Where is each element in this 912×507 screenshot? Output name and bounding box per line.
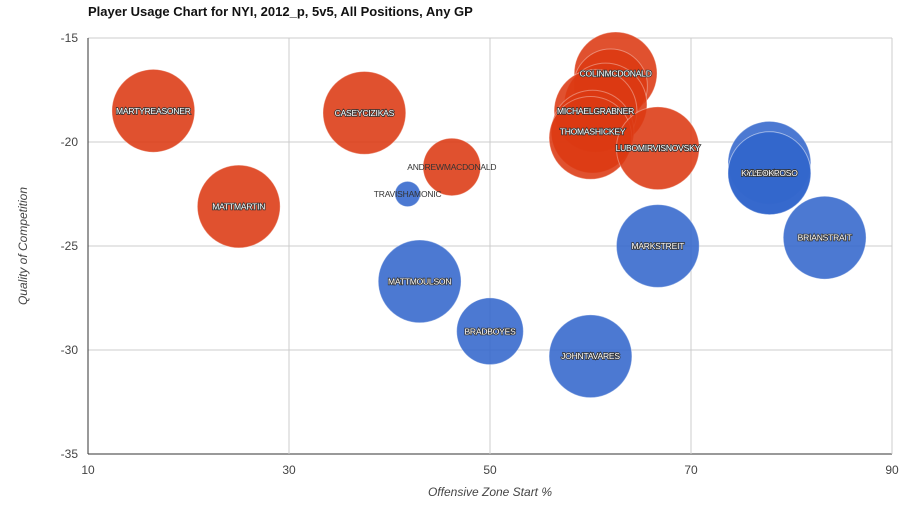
bubble-point: [111, 68, 196, 153]
x-tick-label: 90: [885, 463, 899, 477]
bubble-point: [456, 297, 524, 366]
bubble-point: [615, 204, 700, 288]
bubble-point: [548, 314, 633, 399]
bubble-label: BRADBOYES: [464, 326, 516, 336]
bubble-point: [782, 195, 867, 280]
bubble-label: JOHNTAVARES: [561, 351, 620, 361]
bubble-labels: MARTYREASONER CASEYCIZIKAS MATTMARTIN ANDRE…: [115, 68, 852, 362]
bubble-label: MARTYREASONER: [116, 106, 191, 116]
bubble-label: KYLEOKPOSO: [741, 168, 798, 178]
y-tick-label: -30: [61, 343, 79, 357]
bubble-point: [394, 180, 421, 208]
bubble-point: [322, 70, 407, 155]
bubble-point: [196, 164, 281, 249]
bubble-point: [422, 137, 482, 197]
bubble-label: MICHAELGRABNER: [557, 106, 634, 116]
bubble-label: CASEYCIZIKAS: [335, 108, 395, 118]
bubble-label: THOMASHICKEY: [560, 127, 626, 137]
bubble-point: [377, 239, 462, 324]
bubbles: [111, 31, 867, 399]
bubble-label: ANDREWMACDONALD: [407, 162, 496, 172]
y-axis-title: Quality of Competition: [16, 187, 30, 305]
y-tick-label: -20: [61, 135, 79, 149]
y-tick-label: -25: [61, 239, 79, 253]
x-tick-label: 70: [684, 463, 698, 477]
x-tick-label: 10: [81, 463, 95, 477]
y-tick-label: -15: [61, 31, 79, 45]
y-tick-label: -35: [61, 447, 79, 461]
x-tick-label: 30: [282, 463, 296, 477]
bubble-point: [727, 131, 812, 216]
bubble-label: MATTMARTIN: [212, 201, 265, 211]
x-tick-label: 50: [483, 463, 497, 477]
bubble-label: COLINMCDONALD: [580, 68, 652, 78]
bubble-label: MATTMOULSON: [388, 276, 451, 286]
bubble-label: BRIANSTRAIT: [798, 233, 852, 243]
grid-lines: [87, 37, 893, 455]
bubble-label: TRAVISHAMONIC: [374, 189, 442, 199]
x-axis-title: Offensive Zone Start %: [428, 485, 552, 499]
bubble-label: MARKSTREIT: [631, 241, 684, 251]
bubble-label: JOSHBAILEY: [744, 168, 795, 178]
chart-title: Player Usage Chart for NYI, 2012_p, 5v5,…: [88, 4, 473, 19]
bubble-label: LUBOMIRVISNOVSKY: [616, 143, 701, 153]
bubble-point: [615, 106, 700, 191]
